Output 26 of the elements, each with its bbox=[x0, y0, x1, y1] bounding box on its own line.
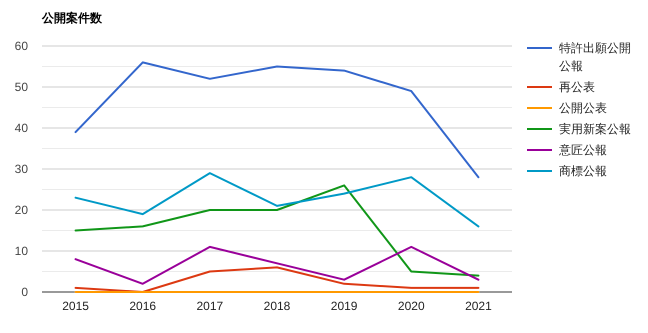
y-tick-label: 40 bbox=[14, 121, 28, 135]
legend-label: 意匠公報 bbox=[558, 143, 607, 157]
legend-label: 実用新案公報 bbox=[559, 122, 631, 136]
line-series bbox=[74, 266, 480, 293]
y-tick-label: 20 bbox=[14, 203, 28, 217]
legend-label: 特許出願公開公報 bbox=[559, 41, 631, 73]
x-tick-label: 2016 bbox=[129, 299, 156, 313]
legend-label: 商標公報 bbox=[559, 164, 607, 178]
legend-label: 公開公表 bbox=[559, 101, 607, 115]
x-tick-label: 2015 bbox=[62, 299, 90, 313]
y-tick-label: 50 bbox=[14, 80, 28, 94]
y-tick-label: 0 bbox=[21, 285, 28, 299]
x-tick-label: 2018 bbox=[264, 299, 291, 313]
line-series bbox=[74, 184, 480, 277]
x-tick-label: 2019 bbox=[330, 299, 358, 313]
line-series bbox=[74, 61, 480, 178]
x-tick-label: 2017 bbox=[196, 299, 224, 313]
y-tick-label: 30 bbox=[14, 162, 28, 176]
line-series bbox=[74, 172, 480, 228]
chart-title: 公開案件数 bbox=[41, 11, 103, 25]
legend-label: 再公表 bbox=[559, 80, 595, 94]
y-tick-label: 60 bbox=[14, 39, 28, 53]
x-tick-label: 2021 bbox=[465, 299, 492, 313]
x-tick-label: 2020 bbox=[398, 299, 425, 313]
y-tick-label: 10 bbox=[14, 244, 28, 258]
line-series bbox=[74, 246, 480, 285]
